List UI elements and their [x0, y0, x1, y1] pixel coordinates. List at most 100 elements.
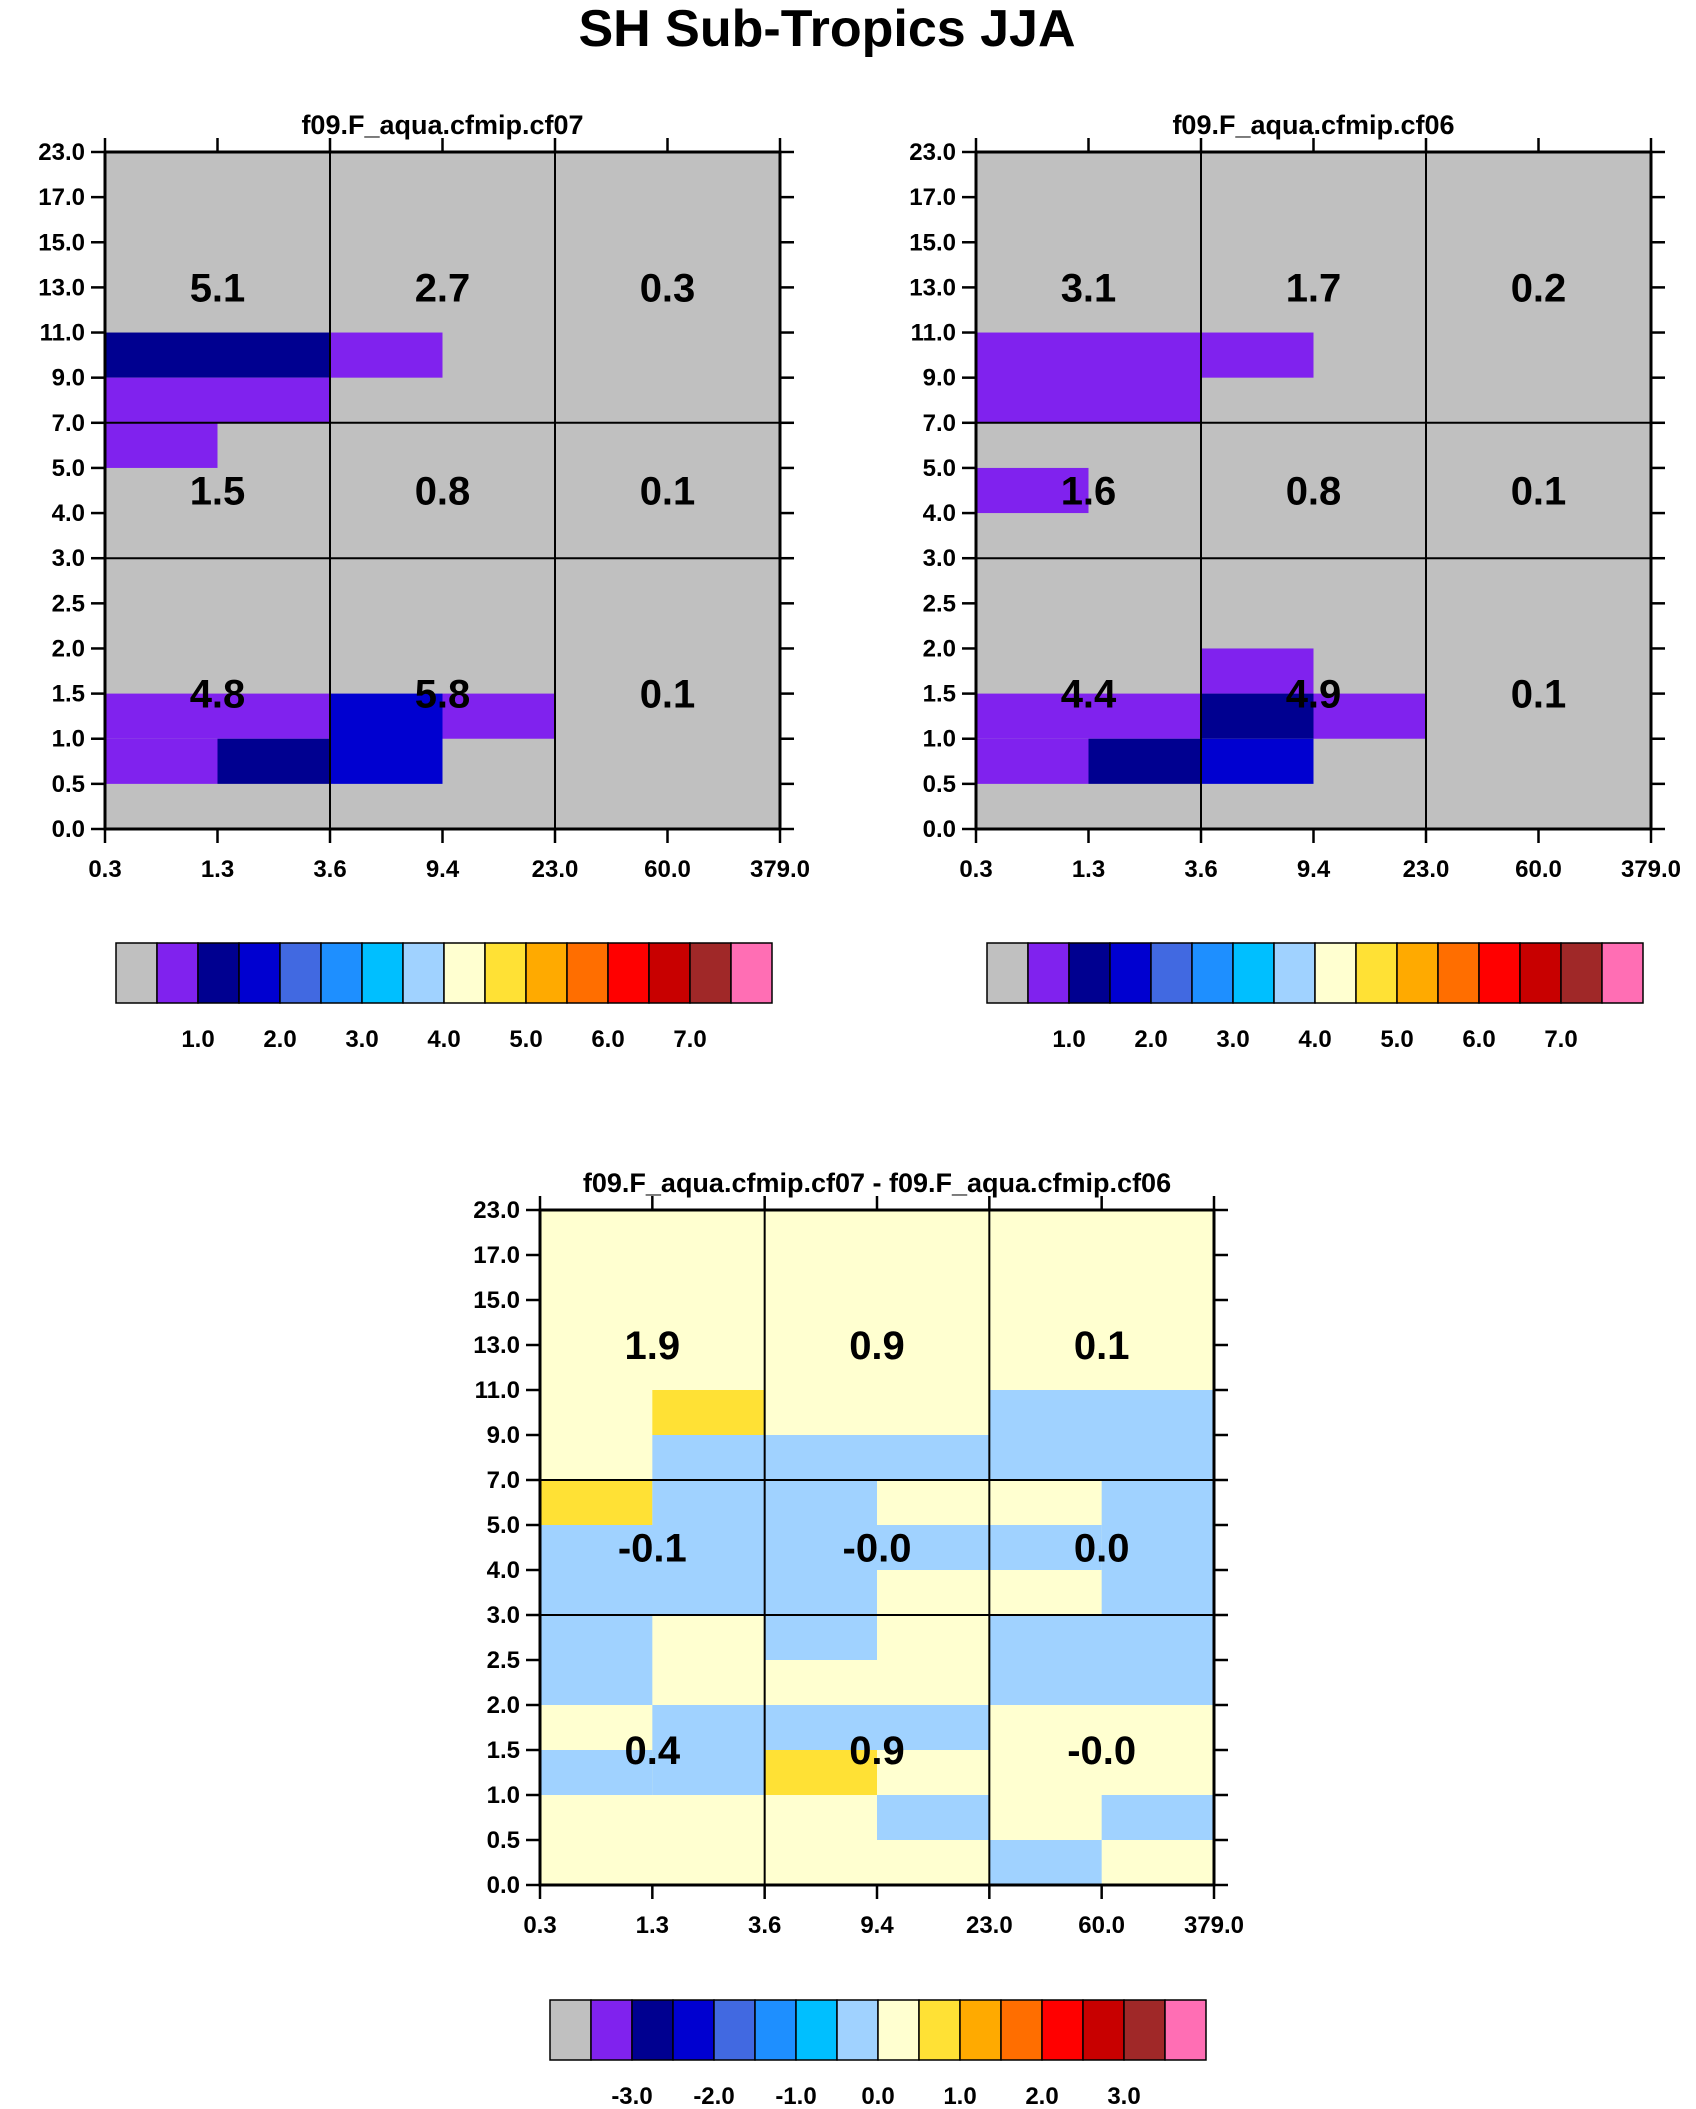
y-tick-label: 23.0 — [473, 1197, 520, 1224]
y-tick-label: 17.0 — [38, 184, 85, 211]
y-tick-label: 7.0 — [923, 410, 956, 437]
y-tick-label: 13.0 — [38, 274, 85, 301]
x-tick-label: 23.0 — [966, 1912, 1013, 1939]
y-tick-label: 2.0 — [487, 1692, 520, 1719]
heatmap-cell — [652, 1435, 990, 1480]
y-tick-label: 4.0 — [52, 500, 85, 527]
y-tick-label: 15.0 — [38, 229, 85, 256]
y-tick-label: 11.0 — [40, 320, 85, 347]
heatmap-cell — [540, 1750, 653, 1795]
heatmap-cell — [989, 1615, 1214, 1705]
colorbar-tick-label: -2.0 — [693, 2083, 734, 2109]
heatmap-cell — [540, 1615, 653, 1705]
colorbar-swatch — [566, 942, 609, 1004]
colorbar-tick-label: 1.0 — [181, 1026, 214, 1053]
colorbar-swatch — [959, 1999, 1002, 2061]
y-tick-label: 4.0 — [487, 1557, 520, 1584]
heatmap-cell — [989, 1525, 1102, 1570]
colorbar-swatch — [238, 942, 281, 1004]
heatmap-cell — [1201, 332, 1314, 378]
cell-summary-value: 1.5 — [190, 470, 246, 514]
colorbar-swatch — [525, 942, 568, 1004]
y-tick-label: 1.0 — [923, 726, 956, 753]
y-tick-label: 5.0 — [52, 455, 85, 482]
x-tick-label: 9.4 — [860, 1912, 894, 1939]
cell-summary-value: 0.1 — [1511, 470, 1567, 514]
cell-summary-value: -0.0 — [1067, 1729, 1136, 1773]
y-tick-label: 1.5 — [487, 1737, 520, 1764]
y-tick-label: 1.0 — [487, 1782, 520, 1809]
colorbar-swatch — [1601, 942, 1644, 1004]
y-tick-label: 23.0 — [909, 139, 956, 166]
colorbar-swatch — [1191, 942, 1234, 1004]
y-tick-label: 2.5 — [923, 590, 956, 617]
colorbar-swatch — [115, 942, 158, 1004]
y-tick-label: 1.5 — [52, 681, 85, 708]
colorbar-swatch — [1232, 942, 1275, 1004]
heatmap-cell — [1101, 1480, 1214, 1525]
heatmap-cell — [877, 1795, 990, 1840]
x-tick-label: 379.0 — [750, 856, 810, 883]
heatmap-cell — [105, 693, 330, 739]
cell-summary-value: 0.9 — [849, 1324, 905, 1368]
colorbar-swatch — [484, 942, 527, 1004]
colorbar-swatch — [689, 942, 732, 1004]
y-tick-label: 0.0 — [52, 816, 85, 843]
cell-summary-value: 5.1 — [190, 266, 246, 310]
colorbar-swatch — [1082, 1999, 1125, 2061]
colorbar-swatch — [197, 942, 240, 1004]
heatmap-cell — [976, 693, 1201, 739]
cell-summary-value: 0.3 — [640, 266, 696, 310]
x-tick-label: 23.0 — [532, 856, 579, 883]
cell-summary-value: 0.1 — [640, 673, 696, 717]
cell-summary-value: 0.8 — [1286, 470, 1342, 514]
x-tick-label: 9.4 — [1297, 856, 1331, 883]
panel-title: f09.F_aqua.cfmip.cf07 — [301, 110, 583, 140]
chart-panel-3: f09.F_aqua.cfmip.cf07 - f09.F_aqua.cfmip… — [473, 1168, 1244, 2109]
cell-summary-value: 1.7 — [1286, 266, 1342, 310]
colorbar-swatch — [1123, 1999, 1166, 2061]
cell-summary-value: 3.1 — [1061, 266, 1117, 310]
colorbar-tick-label: 1.0 — [943, 2083, 976, 2109]
colorbar-swatch — [1109, 942, 1152, 1004]
heatmap-cell — [764, 1750, 877, 1795]
heatmap-cell — [105, 422, 218, 468]
y-tick-label: 2.0 — [52, 635, 85, 662]
colorbar: -3.0 -2.0 -1.0 0.0 1.0 2.0 3.0 — [549, 1999, 1207, 2109]
heatmap-cell — [652, 1390, 765, 1435]
heatmap-cell — [976, 467, 1089, 514]
y-tick-label: 11.0 — [911, 320, 956, 347]
colorbar-swatch — [1355, 942, 1398, 1004]
x-tick-label: 60.0 — [1078, 1912, 1125, 1939]
colorbar-swatch — [713, 1999, 756, 2061]
heatmap-cell — [1201, 693, 1314, 739]
y-tick-label: 3.0 — [52, 545, 85, 572]
colorbar-tick-label: -1.0 — [775, 2083, 816, 2109]
chart-panel-2: f09.F_aqua.cfmip.cf06 0.0 0.5 1.0 1.5 2.0 2.5 3… — [909, 110, 1681, 1053]
colorbar-swatch — [1437, 942, 1480, 1004]
colorbar-swatch — [1314, 942, 1357, 1004]
cell-summary-value: 4.8 — [190, 673, 246, 717]
cell-summary-value: 0.1 — [1511, 673, 1567, 717]
heatmap-cell — [989, 1390, 1214, 1480]
colorbar-tick-label: 5.0 — [509, 1026, 542, 1053]
cell-summary-value: 0.9 — [849, 1729, 905, 1773]
colorbar-swatch — [730, 942, 773, 1004]
y-tick-label: 13.0 — [473, 1332, 520, 1359]
colorbar-tick-label: 2.0 — [263, 1026, 296, 1053]
y-tick-label: 4.0 — [923, 500, 956, 527]
colorbar-tick-label: 3.0 — [1107, 2083, 1140, 2109]
y-tick-label: 9.0 — [923, 365, 956, 392]
y-tick-label: 3.0 — [923, 545, 956, 572]
cell-summary-value: 4.4 — [1061, 673, 1117, 717]
heatmap-cell — [764, 1705, 990, 1750]
colorbar-swatch — [1068, 942, 1111, 1004]
colorbar-tick-label: 2.0 — [1134, 1026, 1167, 1053]
colorbar-swatch — [754, 1999, 797, 2061]
heatmap-cell — [1201, 648, 1314, 694]
x-tick-label: 379.0 — [1621, 856, 1681, 883]
y-tick-label: 9.0 — [52, 365, 85, 392]
panel-title: f09.F_aqua.cfmip.cf07 - f09.F_aqua.cfmip… — [583, 1168, 1171, 1198]
y-tick-label: 15.0 — [909, 229, 956, 256]
heatmap-cell — [330, 332, 443, 378]
